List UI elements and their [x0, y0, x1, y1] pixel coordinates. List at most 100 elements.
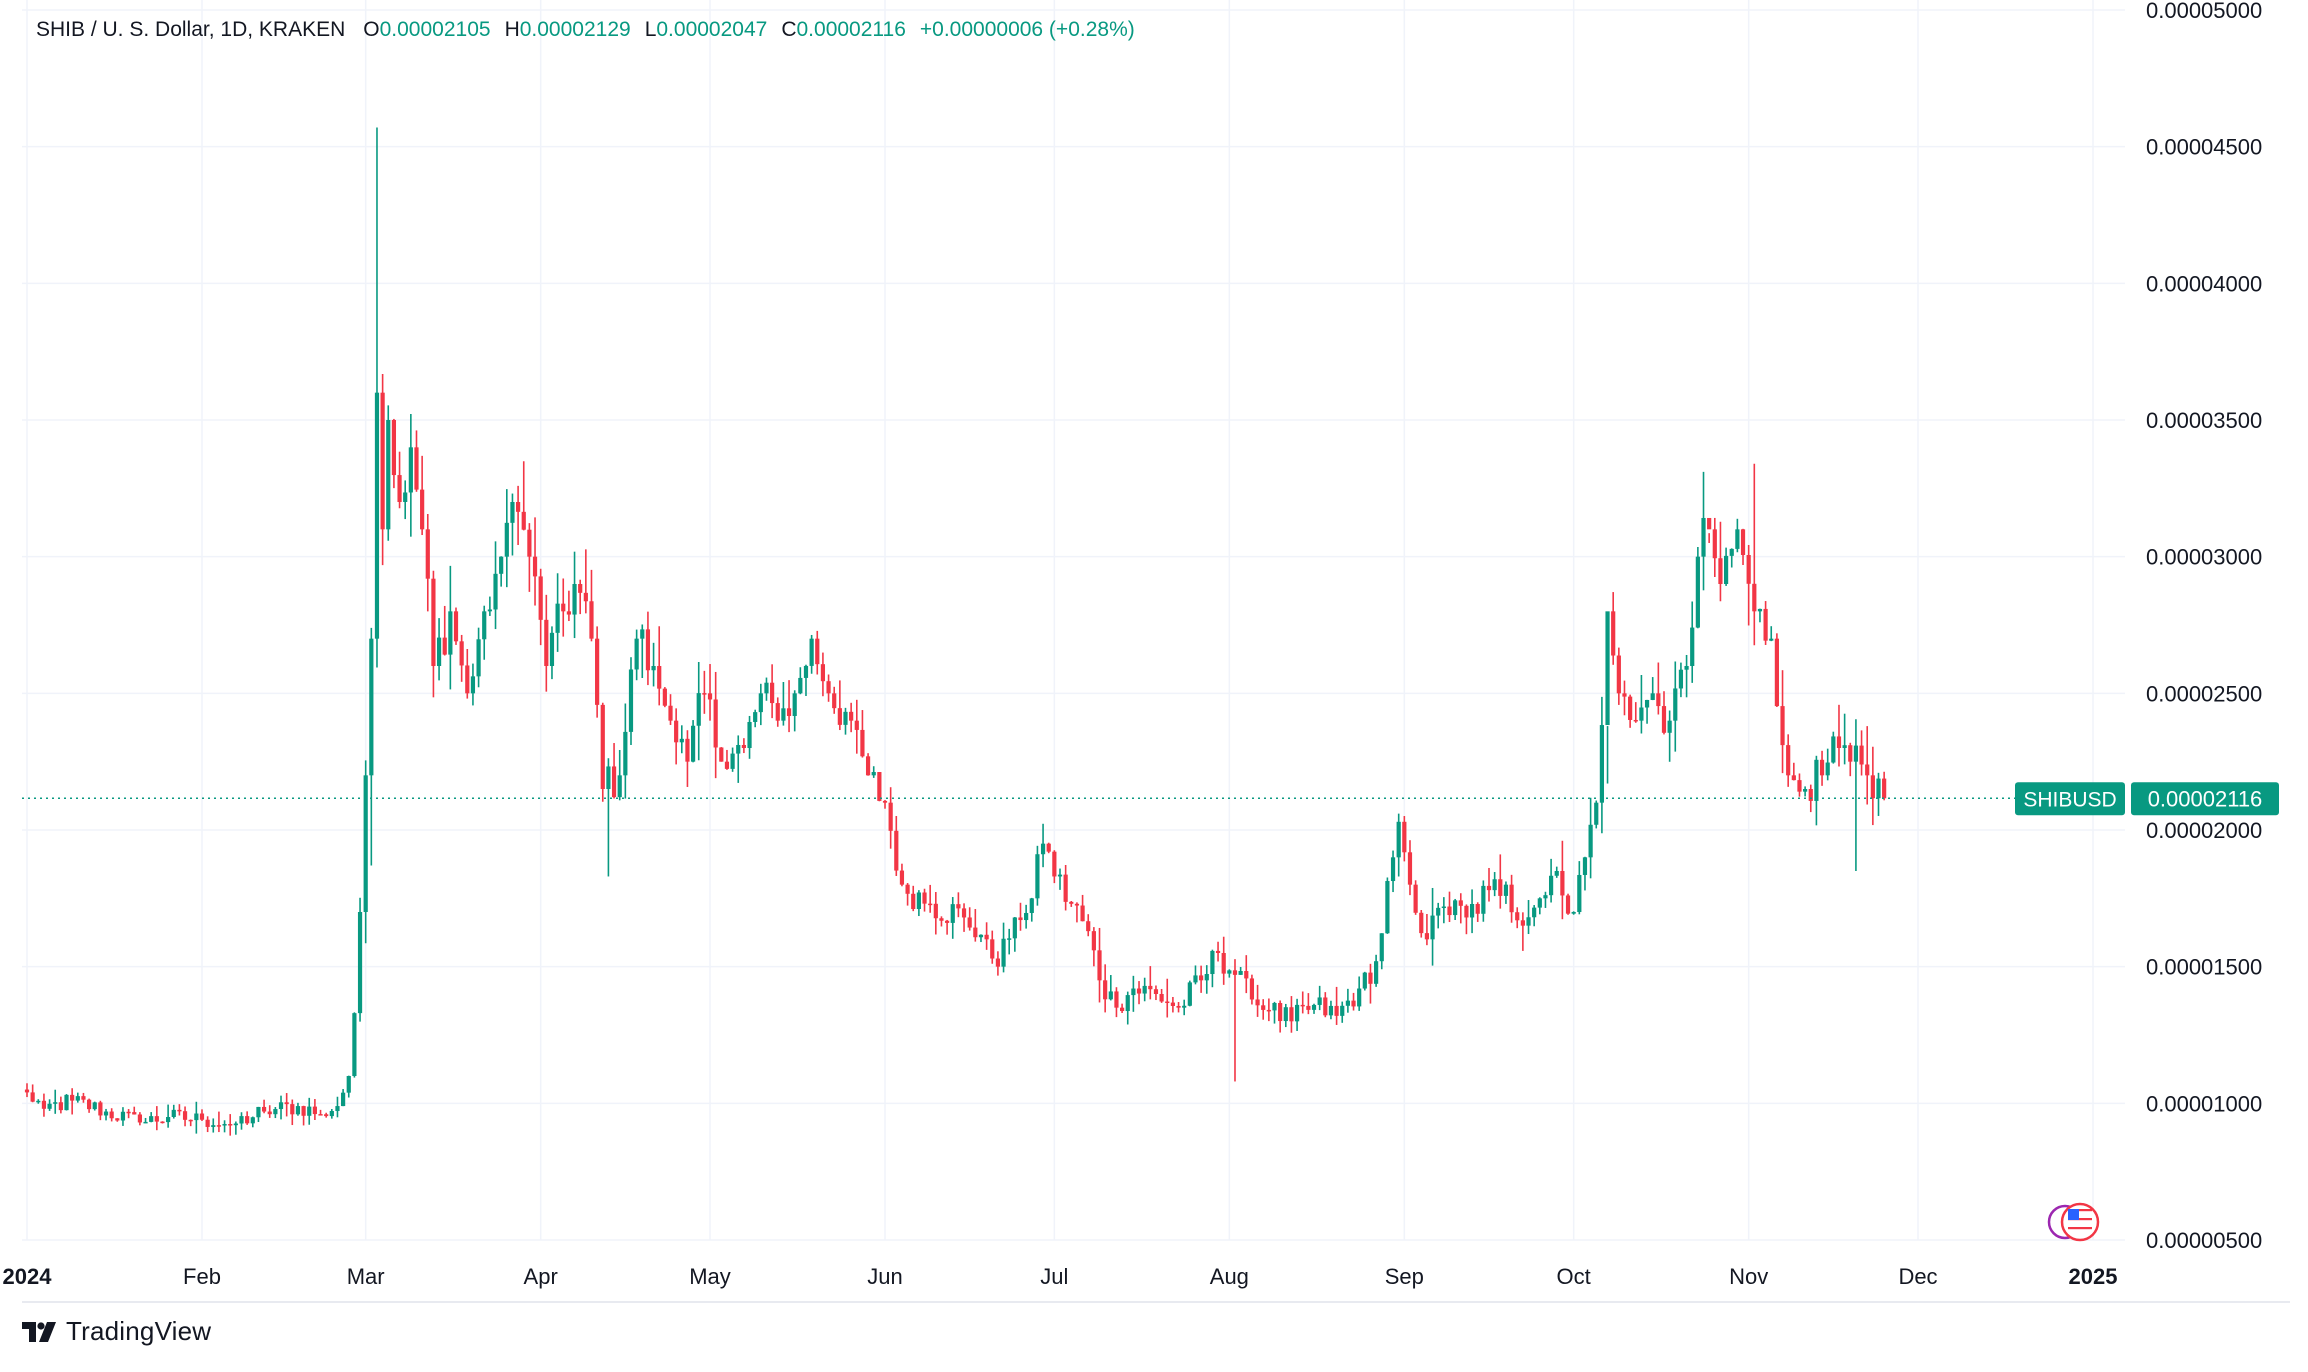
candle[interactable] — [911, 885, 916, 912]
candle[interactable] — [1351, 992, 1356, 1011]
candle[interactable] — [510, 493, 515, 556]
candle[interactable] — [442, 605, 447, 656]
candle[interactable] — [1035, 845, 1040, 906]
candle[interactable] — [1283, 1003, 1288, 1028]
candle[interactable] — [256, 1106, 261, 1123]
candle[interactable] — [1193, 965, 1198, 985]
candle[interactable] — [126, 1109, 131, 1119]
candle[interactable] — [493, 541, 498, 630]
candle[interactable] — [436, 618, 442, 681]
candle[interactable] — [109, 1108, 114, 1122]
candle[interactable] — [1701, 471, 1706, 591]
candle[interactable] — [679, 725, 684, 754]
candle[interactable] — [278, 1095, 284, 1120]
candle[interactable] — [521, 461, 526, 531]
candle[interactable] — [1486, 867, 1492, 902]
candle[interactable] — [420, 455, 425, 536]
candle[interactable] — [803, 664, 809, 696]
candle[interactable] — [1069, 901, 1074, 907]
candle[interactable] — [1469, 889, 1475, 934]
candle[interactable] — [984, 922, 989, 950]
candle[interactable] — [747, 715, 752, 759]
candle[interactable] — [1554, 866, 1559, 878]
candle[interactable] — [674, 708, 679, 765]
candle[interactable] — [1842, 713, 1847, 765]
candle[interactable] — [245, 1111, 250, 1125]
candle[interactable] — [1475, 902, 1480, 922]
price-axis[interactable]: 0.00005000 0.00004500 0.00004000 0.00003500… — [2146, 0, 2262, 1253]
candle[interactable] — [171, 1104, 176, 1119]
candle[interactable] — [1052, 850, 1057, 884]
candle[interactable] — [137, 1112, 142, 1126]
candle[interactable] — [894, 816, 899, 876]
candle[interactable] — [685, 730, 690, 787]
candle[interactable] — [849, 702, 854, 733]
candle[interactable] — [465, 648, 470, 699]
candle[interactable] — [295, 1102, 301, 1116]
candle[interactable] — [1255, 984, 1260, 1017]
candle[interactable] — [724, 749, 730, 770]
candle[interactable] — [1091, 927, 1096, 967]
candle[interactable] — [70, 1088, 75, 1115]
candle[interactable] — [1436, 902, 1441, 929]
candle[interactable] — [1769, 626, 1774, 642]
candle[interactable] — [425, 514, 430, 612]
candle[interactable] — [1182, 999, 1187, 1016]
candle[interactable] — [770, 664, 775, 719]
candle[interactable] — [1278, 1000, 1283, 1033]
candle[interactable] — [775, 697, 780, 727]
candle[interactable] — [307, 1097, 312, 1125]
candle[interactable] — [939, 916, 944, 927]
candle[interactable] — [318, 1109, 323, 1116]
candle[interactable] — [786, 680, 792, 733]
candle[interactable] — [1306, 993, 1311, 1015]
candle[interactable] — [1210, 949, 1215, 988]
candle[interactable] — [1718, 521, 1723, 602]
candle[interactable] — [1374, 954, 1379, 987]
candle[interactable] — [1074, 902, 1080, 923]
candle[interactable] — [391, 418, 397, 489]
candle[interactable] — [194, 1101, 199, 1134]
symbol-title[interactable]: SHIB / U. S. Dollar, 1D, KRAKEN — [36, 18, 346, 41]
candle[interactable] — [312, 1099, 317, 1121]
candle[interactable] — [1125, 991, 1130, 1025]
candle[interactable] — [228, 1114, 233, 1136]
candle[interactable] — [1114, 987, 1119, 1018]
candle[interactable] — [1622, 680, 1627, 716]
candle[interactable] — [284, 1093, 289, 1117]
candle[interactable] — [1261, 999, 1266, 1020]
candle[interactable] — [753, 709, 758, 728]
candle[interactable] — [781, 682, 786, 726]
candle[interactable] — [696, 661, 701, 761]
candle[interactable] — [1424, 913, 1430, 946]
candle[interactable] — [36, 1099, 41, 1104]
candle[interactable] — [905, 883, 910, 906]
candle[interactable] — [1294, 998, 1300, 1031]
candle[interactable] — [470, 663, 476, 706]
candle[interactable] — [815, 630, 820, 675]
candle[interactable] — [115, 1118, 120, 1122]
candle[interactable] — [549, 626, 555, 680]
candle[interactable] — [499, 556, 504, 587]
candle[interactable] — [1690, 601, 1695, 683]
candle[interactable] — [1007, 928, 1012, 955]
candle[interactable] — [578, 579, 583, 615]
candle[interactable] — [990, 930, 995, 964]
candle[interactable] — [928, 884, 933, 913]
candle[interactable] — [166, 1104, 171, 1128]
candle[interactable] — [1086, 914, 1091, 937]
candle[interactable] — [397, 451, 402, 509]
candle[interactable] — [595, 626, 600, 718]
candle[interactable] — [341, 1089, 346, 1107]
candle[interactable] — [1103, 964, 1108, 1013]
candle[interactable] — [363, 760, 368, 944]
candle[interactable] — [668, 694, 673, 725]
candle[interactable] — [736, 735, 741, 783]
candle[interactable] — [1464, 904, 1469, 935]
candle[interactable] — [1870, 746, 1875, 826]
candle[interactable] — [1492, 872, 1497, 897]
candle[interactable] — [555, 573, 560, 652]
candle[interactable] — [1097, 927, 1102, 1003]
candle[interactable] — [1757, 608, 1763, 623]
candle[interactable] — [58, 1096, 63, 1114]
